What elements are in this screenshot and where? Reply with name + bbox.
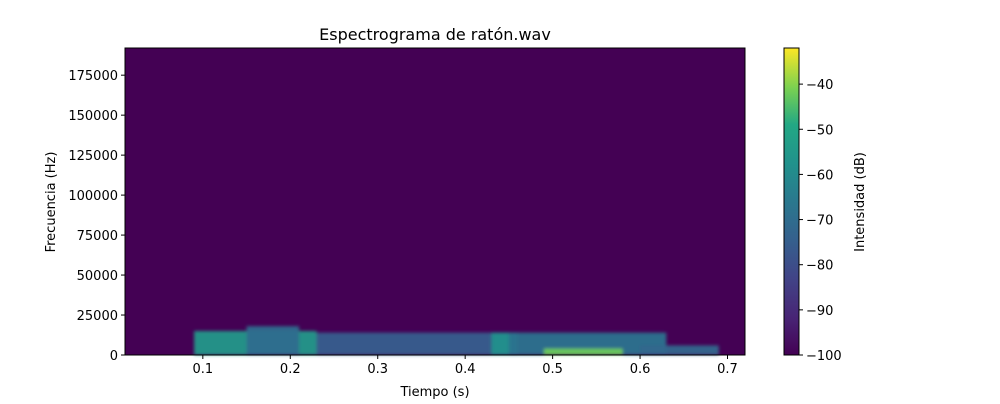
y-tick-label: 50000 [77, 269, 118, 284]
energy-region [543, 348, 623, 355]
colorbar-tick-label: −90 [806, 304, 833, 319]
colorbar-tick-label: −70 [806, 214, 833, 229]
y-tick-label: 125000 [68, 149, 118, 164]
colorbar-ticks: −100 −90 −80 −70 −60 −50 −40 [799, 78, 842, 364]
energy-region [316, 332, 509, 355]
plot-area [124, 47, 746, 356]
colorbar-tick-label: −60 [806, 168, 833, 183]
energy-region [640, 345, 719, 355]
colorbar-tick-label: −100 [806, 349, 842, 364]
y-tick-label: 25000 [77, 309, 118, 324]
energy-layer [194, 326, 719, 355]
colorbar-gradient [784, 48, 799, 355]
x-tick-label: 0.6 [630, 362, 651, 377]
x-axis-ticks: 0.1 0.2 0.3 0.4 0.5 0.6 0.7 [192, 355, 738, 377]
y-axis-label: Frecuencia (Hz) [44, 152, 59, 253]
colorbar-tick-label: −50 [806, 123, 833, 138]
colorbar: −100 −90 −80 −70 −60 −50 −40 [783, 47, 842, 364]
y-tick-label: 150000 [68, 109, 118, 124]
x-tick-label: 0.5 [542, 362, 563, 377]
y-axis-ticks: 0 25000 50000 75000 100000 125000 150000 175000 [68, 69, 125, 364]
colorbar-frame [783, 47, 800, 356]
plot-frame [124, 47, 746, 356]
colorbar-label: Intensidad (dB) [853, 152, 868, 252]
x-tick-label: 0.4 [455, 362, 476, 377]
x-tick-label: 0.3 [367, 362, 388, 377]
x-tick-label: 0.2 [280, 362, 301, 377]
y-tick-label: 0 [110, 349, 118, 364]
x-tick-label: 0.7 [717, 362, 738, 377]
energy-region [246, 326, 300, 355]
chart-title: Espectrograma de ratón.wav [319, 25, 551, 44]
colorbar-tick-label: −80 [806, 259, 833, 274]
x-axis-label: Tiempo (s) [399, 385, 469, 400]
x-tick-label: 0.1 [192, 362, 213, 377]
colorbar-tick-label: −40 [806, 78, 833, 93]
y-tick-label: 175000 [68, 69, 118, 84]
y-tick-label: 75000 [77, 229, 118, 244]
y-tick-label: 100000 [68, 189, 118, 204]
plot-background [125, 48, 745, 355]
